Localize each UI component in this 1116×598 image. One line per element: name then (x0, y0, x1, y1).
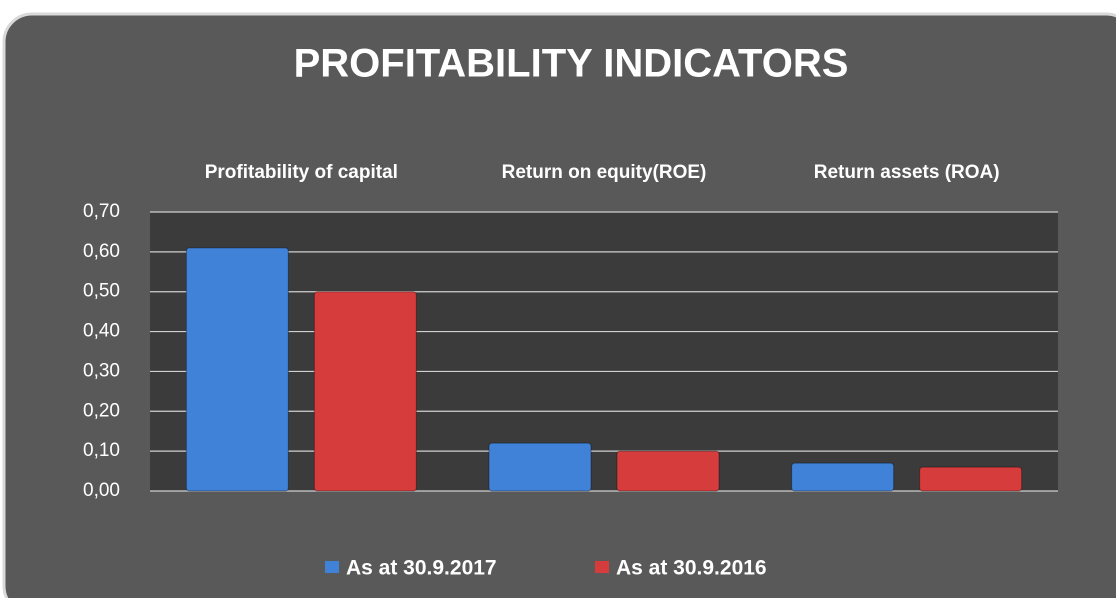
y-tick-label: 0,50 (83, 281, 120, 302)
y-tick-label: 0,10 (83, 440, 120, 461)
y-tick-label: 0,70 (83, 201, 120, 222)
bar (488, 442, 592, 492)
legend-swatch (325, 561, 339, 573)
bar (919, 466, 1023, 492)
category-label: Return on equity(ROE) (502, 162, 707, 183)
bar (185, 247, 289, 492)
legend-label: As at 30.9.2017 (346, 557, 497, 580)
bar (791, 462, 895, 492)
y-tick-label: 0,30 (83, 360, 120, 381)
y-tick-label: 0,40 (83, 321, 120, 342)
chart-title: PROFITABILITY INDICATORS (294, 42, 849, 86)
y-tick-label: 0,20 (83, 400, 120, 421)
legend-label: As at 30.9.2016 (616, 557, 767, 580)
plot-area (150, 212, 1058, 491)
legend-swatch (595, 561, 609, 573)
category-label: Return assets (ROA) (814, 162, 1000, 183)
bar (616, 450, 720, 492)
y-tick-label: 0,60 (83, 241, 120, 262)
bar (313, 291, 417, 492)
y-tick-label: 0,00 (83, 480, 120, 501)
category-label: Profitability of capital (205, 162, 398, 183)
